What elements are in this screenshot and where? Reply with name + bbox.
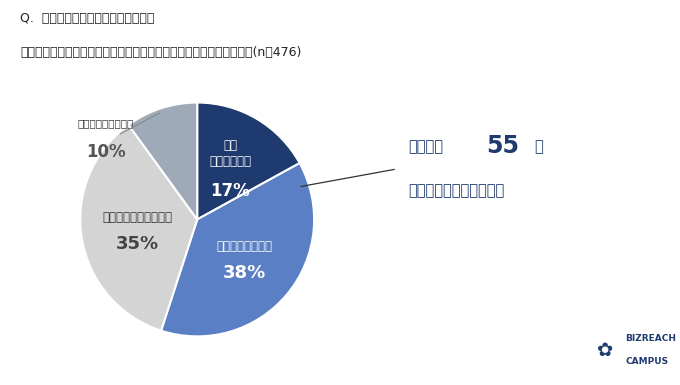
Text: BIZREACH: BIZREACH — [626, 334, 677, 343]
Text: 38%: 38% — [222, 264, 266, 283]
Text: 35%: 35% — [116, 235, 158, 253]
Wedge shape — [197, 102, 300, 219]
Text: CAMPUS: CAMPUS — [626, 357, 668, 367]
Wedge shape — [129, 102, 197, 219]
Text: 55: 55 — [486, 134, 520, 158]
Wedge shape — [80, 125, 197, 331]
Text: 10%: 10% — [86, 142, 126, 161]
Text: Q.  新卒で入社する会社を選ぶ際に、: Q. 新卒で入社する会社を選ぶ際に、 — [20, 12, 155, 25]
Wedge shape — [161, 163, 314, 336]
Text: ほぼ意識していない: ほぼ意識していない — [78, 118, 134, 128]
Text: 将来のキャリアのために転職することを視野に入れていますか？(n＝476): 将来のキャリアのために転職することを視野に入れていますか？(n＝476) — [20, 46, 302, 59]
Text: やや意識している: やや意識している — [216, 240, 272, 253]
Text: ✿: ✿ — [597, 341, 613, 360]
Text: 就活生の: 就活生の — [408, 139, 443, 154]
Text: あまり意識していない: あまり意識していない — [102, 211, 172, 224]
Text: 会社選び「転職」視野に: 会社選び「転職」視野に — [408, 183, 505, 198]
Text: 強く
意識している: 強く 意識している — [209, 139, 251, 168]
Text: 17%: 17% — [210, 182, 250, 200]
Text: ％: ％ — [534, 139, 543, 154]
